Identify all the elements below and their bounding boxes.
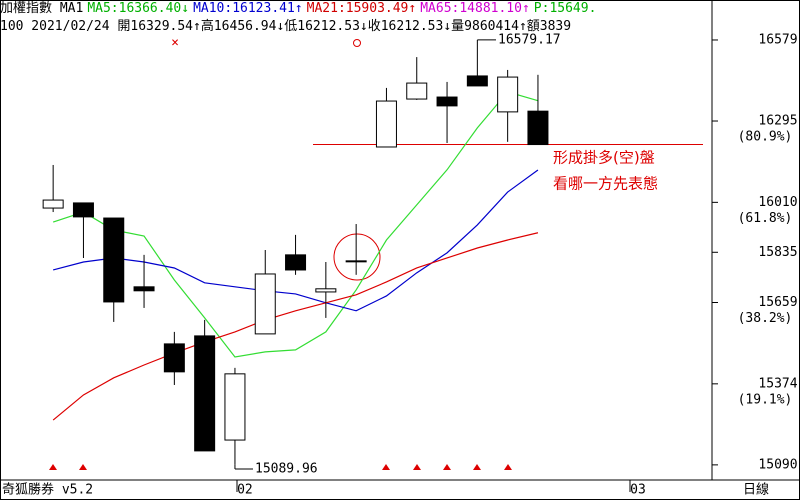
header-item: MA10:16123.41↑ bbox=[193, 1, 303, 16]
footer-left: 奇狐勝券 v5.2 bbox=[2, 482, 93, 498]
header-item: 加權指數 MA1 bbox=[0, 1, 84, 16]
signal-triangle bbox=[79, 464, 87, 470]
signal-triangle bbox=[49, 464, 57, 470]
fib-label: (38.2%) bbox=[738, 311, 793, 326]
candle-body bbox=[194, 335, 216, 452]
candle-body bbox=[466, 75, 488, 87]
signal-triangle bbox=[443, 464, 451, 470]
fib-label: (61.8%) bbox=[738, 211, 793, 226]
signal-triangle bbox=[413, 464, 421, 470]
signal-triangle bbox=[504, 464, 512, 470]
candle-body bbox=[254, 273, 276, 335]
candle-body bbox=[42, 199, 64, 209]
ma-line bbox=[52, 91, 539, 358]
candle-body bbox=[163, 343, 185, 373]
y-tick-label: 16579 bbox=[758, 32, 797, 47]
header-item: P:15649. bbox=[533, 1, 597, 16]
fib-label: (80.9%) bbox=[738, 130, 793, 145]
signal-x: × bbox=[171, 36, 179, 51]
header-item: MA5:16366.40↓ bbox=[87, 1, 190, 16]
annotation: 形成掛多(空)盤 bbox=[553, 149, 655, 167]
header-item: MA65:14881.10↑ bbox=[420, 1, 530, 16]
y-tick-label: 15659 bbox=[758, 295, 797, 310]
y-tick-label: 16010 bbox=[758, 195, 797, 210]
candle-body bbox=[224, 373, 246, 441]
signal-triangle bbox=[382, 464, 390, 470]
header-line: 100 2021/02/24 開16329.54↑高16456.94↓低1621… bbox=[0, 19, 572, 34]
x-tick-label: 03 bbox=[630, 483, 646, 498]
y-tick-label: 15090 bbox=[758, 457, 797, 472]
candle-body bbox=[345, 260, 367, 263]
ma-line bbox=[52, 169, 539, 312]
annotation: 看哪一方先表態 bbox=[553, 175, 658, 193]
fib-label: (19.1%) bbox=[738, 392, 793, 407]
candle-body bbox=[406, 82, 428, 100]
candle-body bbox=[72, 202, 94, 218]
high-label: 16579.17 bbox=[498, 32, 561, 47]
y-tick-label: 15374 bbox=[758, 376, 797, 391]
candle-body bbox=[133, 286, 155, 292]
signal-triangle bbox=[473, 464, 481, 470]
candle-body bbox=[103, 217, 125, 303]
low-label: 15089.96 bbox=[255, 462, 318, 477]
highlight-circle bbox=[333, 233, 381, 281]
candle-body bbox=[527, 110, 549, 146]
header-item: MA21:15903.49↑ bbox=[306, 1, 417, 16]
signal-circle bbox=[353, 39, 361, 47]
y-tick-label: 16295 bbox=[758, 114, 797, 129]
header: 加權指數 MA1 MA5:16366.40↓ MA10:16123.41↑ MA21:… bbox=[0, 0, 712, 36]
candle-body bbox=[285, 254, 307, 271]
footer-right: 日線 bbox=[743, 482, 769, 498]
y-tick-label: 15835 bbox=[758, 245, 797, 260]
candle-body bbox=[436, 96, 458, 107]
ma-line bbox=[52, 232, 539, 421]
header-line: 加權指數 MA1 MA5:16366.40↓ MA10:16123.41↑ MA21:… bbox=[0, 0, 712, 18]
x-tick-label: 02 bbox=[237, 483, 253, 498]
candle-body bbox=[315, 288, 337, 293]
signal-markers bbox=[49, 464, 512, 470]
candle-body bbox=[375, 100, 397, 148]
candle-body bbox=[497, 76, 519, 113]
